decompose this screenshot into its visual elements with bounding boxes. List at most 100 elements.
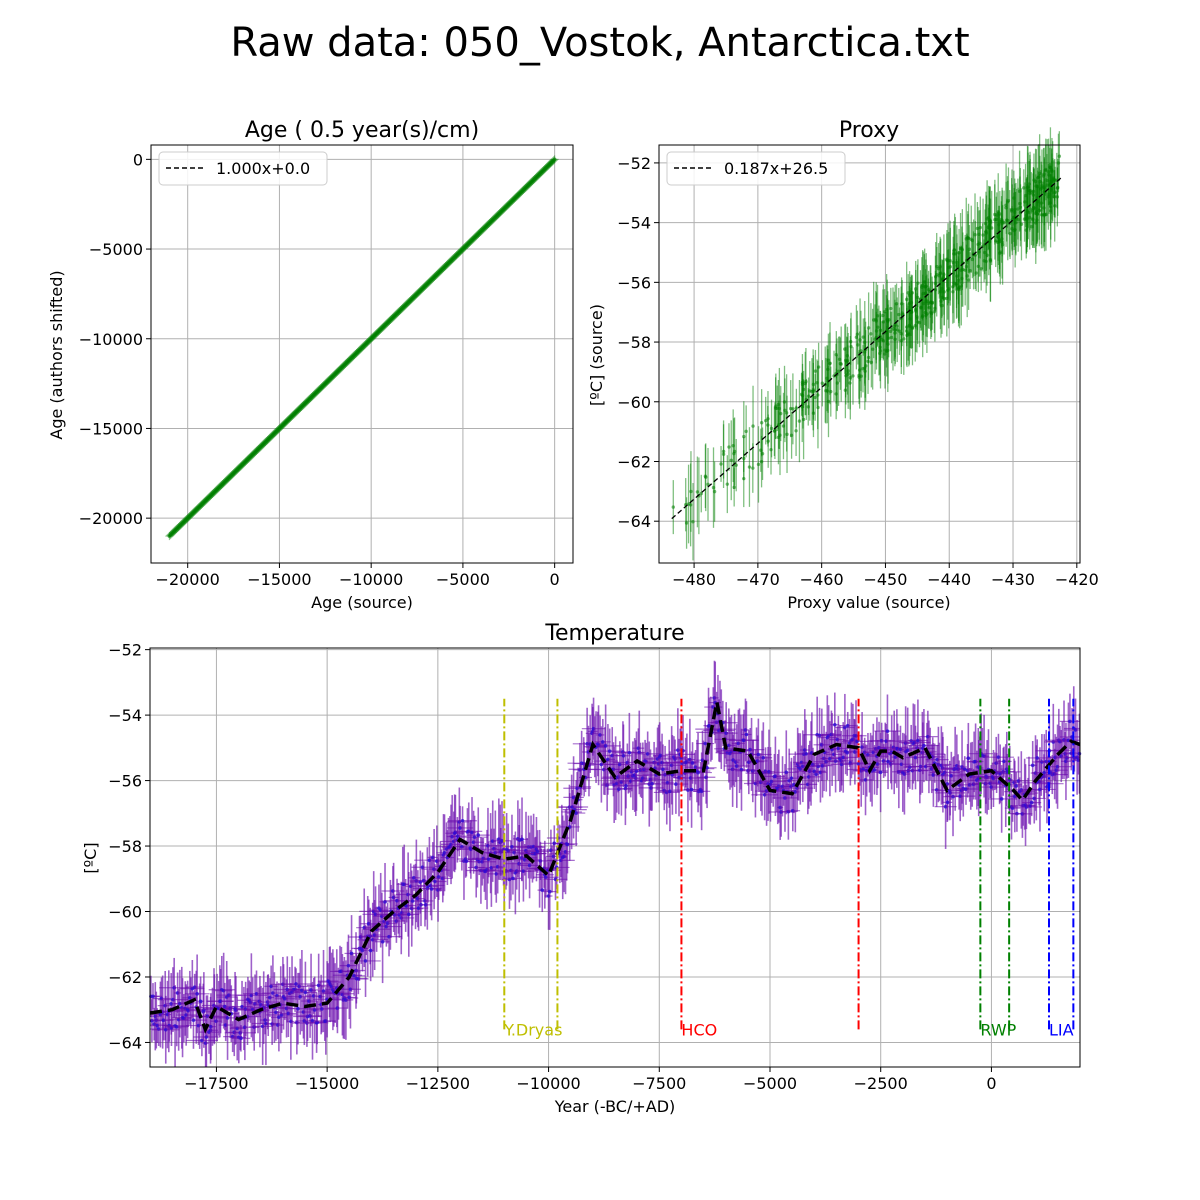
temperature-raw-series	[149, 660, 1082, 1067]
temp-x-tick-label: −10000	[516, 1074, 580, 1093]
proxy-y-tick-label: −64	[617, 512, 651, 531]
temp-x-tick-label: −7500	[632, 1074, 686, 1093]
proxy-point	[927, 305, 931, 310]
temperature-point	[627, 750, 632, 755]
proxy-point	[751, 466, 755, 470]
proxy-point	[824, 389, 828, 393]
proxy-point	[759, 421, 764, 425]
temperature-point	[368, 948, 373, 953]
temperature-point	[429, 887, 434, 891]
proxy-y-tick-label: −56	[617, 273, 651, 292]
proxy-point	[688, 503, 693, 507]
temperature-point	[464, 859, 469, 864]
temperature-point	[186, 1008, 190, 1013]
temperature-point	[346, 963, 351, 968]
proxy-point	[731, 444, 735, 448]
proxy-y-axis-label: [ºC] (source)	[587, 304, 606, 406]
proxy-point	[877, 338, 881, 343]
proxy-point	[883, 352, 887, 356]
age-y-tick-label: −15000	[79, 419, 143, 438]
temperature-point	[163, 1027, 168, 1032]
age-data-points	[165, 155, 559, 541]
proxy-point	[1008, 231, 1012, 236]
proxy-point	[671, 505, 675, 509]
temperature-point	[240, 1004, 244, 1009]
temperature-trend-line	[149, 701, 1081, 1034]
temp-x-tick-label: −5000	[743, 1074, 797, 1093]
temperature-point	[886, 759, 890, 764]
proxy-point	[742, 434, 746, 439]
proxy-point	[1052, 191, 1056, 195]
temperature-point	[674, 782, 678, 786]
temperature-point	[650, 781, 654, 786]
proxy-point	[1023, 200, 1027, 204]
temp-y-tick-label: −56	[108, 772, 142, 791]
proxy-point	[747, 465, 752, 469]
proxy-point	[938, 289, 943, 294]
proxy-point	[884, 307, 889, 312]
proxy-panel: Proxy Proxy value (source) [ºC] (source)…	[587, 118, 1099, 612]
proxy-point	[1012, 196, 1016, 200]
proxy-point	[851, 374, 855, 378]
temperature-point	[510, 845, 514, 849]
proxy-point	[1041, 174, 1046, 178]
temperature-point	[310, 1018, 315, 1023]
proxy-legend-box	[666, 151, 846, 186]
temperature-point	[410, 899, 415, 903]
proxy-point	[848, 381, 852, 385]
temp-y-tick-label: −60	[108, 903, 142, 922]
proxy-point	[828, 361, 832, 366]
proxy-point	[998, 251, 1002, 256]
temperature-point	[789, 776, 794, 780]
proxy-point	[800, 393, 805, 398]
proxy-point	[846, 369, 850, 373]
proxy-point	[808, 389, 812, 393]
temperature-point	[703, 741, 708, 746]
temperature-point	[814, 772, 819, 777]
age-panel: Age ( 0.5 year(s)/cm) Age (source) Age (…	[47, 118, 574, 612]
proxy-point	[759, 448, 763, 452]
temperature-point	[363, 959, 368, 963]
proxy-point	[870, 347, 875, 351]
temperature-point	[294, 982, 298, 986]
proxy-point	[861, 367, 865, 371]
proxy-point	[729, 458, 733, 462]
temp-x-tick-label: −15000	[295, 1074, 359, 1093]
temperature-point	[274, 1010, 278, 1015]
temperature-point	[696, 770, 700, 775]
temperature-point	[999, 797, 1004, 801]
proxy-point	[773, 428, 777, 433]
temperature-point	[756, 752, 761, 757]
proxy-legend-label: 0.187x+26.5	[724, 159, 828, 178]
proxy-point	[1025, 209, 1030, 213]
proxy-point	[988, 258, 993, 262]
temperature-point	[1068, 719, 1072, 724]
temperature-point	[406, 912, 411, 917]
temperature-point	[624, 783, 628, 788]
proxy-point	[719, 462, 723, 466]
proxy-point	[961, 267, 965, 272]
temperature-point	[945, 800, 950, 805]
proxy-point	[839, 362, 843, 366]
temperature-point	[565, 842, 570, 847]
age-x-tick-label: 0	[550, 570, 560, 589]
temperature-period-label: HCO	[681, 1020, 717, 1039]
age-panel-title: Age ( 0.5 year(s)/cm)	[245, 118, 479, 143]
temperature-y-ticks: −64 −62 −60 −58 −56 −54 −52	[108, 641, 150, 1052]
temperature-point	[1002, 759, 1006, 764]
temperature-point	[833, 722, 837, 727]
proxy-point	[1004, 218, 1009, 222]
proxy-point	[756, 462, 761, 467]
age-grid	[151, 145, 573, 563]
age-x-tick-label: −15000	[247, 570, 311, 589]
temperature-point	[1029, 800, 1034, 805]
proxy-point	[889, 306, 893, 311]
temperature-point	[744, 732, 749, 737]
temperature-point	[239, 1036, 243, 1041]
temperature-point	[804, 751, 808, 756]
temperature-y-axis-label: [ºC]	[81, 842, 100, 873]
proxy-point	[1038, 187, 1043, 191]
temperature-point	[460, 818, 465, 823]
proxy-x-tick-label: −430	[991, 570, 1035, 589]
